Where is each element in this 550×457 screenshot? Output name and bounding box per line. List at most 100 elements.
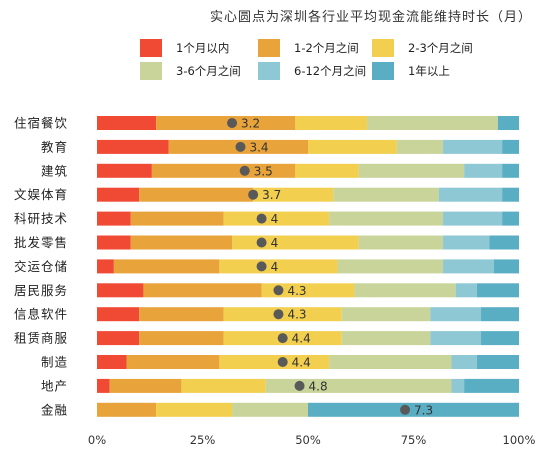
x-tick-label: 0% xyxy=(88,433,106,447)
average-dot xyxy=(256,213,267,224)
bar-segment xyxy=(97,116,157,130)
bar-segment xyxy=(130,211,224,226)
bar-segment xyxy=(443,211,503,226)
average-label: 4.3 xyxy=(287,284,306,298)
legend-label: 6-12个月之间 xyxy=(294,64,367,78)
bar-segment xyxy=(109,378,182,393)
legend-swatch xyxy=(258,62,280,80)
category-label: 信息软件 xyxy=(14,307,68,322)
legend-swatch xyxy=(258,39,280,57)
bar-segment xyxy=(502,163,519,178)
average-dot xyxy=(256,261,267,272)
category-label: 居民服务 xyxy=(14,283,68,298)
bar-segment xyxy=(156,402,233,417)
bar-segment xyxy=(502,187,519,202)
category-label: 租赁商服 xyxy=(14,331,68,346)
bar-segment xyxy=(451,355,477,369)
bar-segment xyxy=(232,402,308,417)
category-label: 批发零售 xyxy=(14,235,68,250)
bar-segment xyxy=(354,283,456,298)
bar-segment xyxy=(502,139,519,154)
average-label: 4 xyxy=(271,236,279,250)
legend-item: 6-12个月之间 xyxy=(258,61,366,81)
average-dot xyxy=(227,118,238,128)
bar-segment xyxy=(455,283,477,298)
bar-segment xyxy=(97,211,131,226)
bar-segment xyxy=(232,235,359,250)
legend-item: 3-6个月之间 xyxy=(140,61,241,81)
bar-segment xyxy=(295,116,368,130)
bar-segment xyxy=(333,187,439,202)
average-dot xyxy=(400,404,411,415)
bar-segment xyxy=(341,307,431,322)
bar-segment xyxy=(261,283,355,298)
average-dot xyxy=(273,309,284,320)
bar-segment xyxy=(481,331,519,346)
average-dot xyxy=(277,333,288,344)
bar-segment xyxy=(130,235,233,250)
bar-segment xyxy=(443,259,494,274)
bar-segment xyxy=(156,116,296,130)
bar-segment xyxy=(329,355,452,369)
bar-segment xyxy=(502,211,519,226)
average-dot xyxy=(294,380,305,391)
legend-label: 1个月以内 xyxy=(176,41,230,55)
bar-segment xyxy=(113,259,220,274)
bar-segment xyxy=(358,163,465,178)
bar-segment xyxy=(151,163,296,178)
bar-segment xyxy=(438,187,503,202)
average-dot xyxy=(256,237,267,248)
legend-swatch xyxy=(372,39,394,57)
bar-segment xyxy=(97,139,169,154)
bar-segment xyxy=(265,378,452,393)
category-label: 制造 xyxy=(41,355,68,370)
average-label: 3.5 xyxy=(254,164,273,178)
bar-segment xyxy=(97,259,114,274)
x-tick-label: 75% xyxy=(401,433,427,447)
bar-segment xyxy=(493,259,519,274)
category-label: 文娱体育 xyxy=(14,187,68,202)
legend-label: 1年以上 xyxy=(408,64,450,78)
bar-segment xyxy=(476,355,519,369)
category-label: 教育 xyxy=(41,139,68,154)
legend-item: 2-3个月之间 xyxy=(372,38,473,58)
category-label: 交运仓储 xyxy=(14,259,68,274)
bar-segment xyxy=(430,307,482,322)
bar-segment xyxy=(97,331,140,346)
bar-segment xyxy=(139,307,224,322)
bar-segment xyxy=(367,116,498,130)
average-label: 3.7 xyxy=(262,188,281,202)
bar-segment xyxy=(481,307,519,322)
bar-segment xyxy=(430,331,482,346)
bar-segment xyxy=(139,187,254,202)
average-label: 3.4 xyxy=(249,140,268,154)
legend-item: 1个月以内 xyxy=(140,38,229,58)
bar-segment xyxy=(443,139,503,154)
bar-segment xyxy=(443,235,490,250)
bar-segment xyxy=(181,378,266,393)
legend-item: 1年以上 xyxy=(372,61,450,81)
average-label: 4.3 xyxy=(287,308,306,322)
average-label: 4 xyxy=(271,212,279,226)
x-tick-label: 100% xyxy=(503,433,536,447)
average-label: 4.4 xyxy=(292,356,311,370)
average-dot xyxy=(273,285,284,296)
category-label: 建筑 xyxy=(41,163,68,178)
legend-item: 1-2个月之间 xyxy=(258,38,359,58)
bar-segment xyxy=(337,259,444,274)
bar-segment xyxy=(143,283,262,298)
bar-segment xyxy=(358,235,444,250)
average-label: 7.3 xyxy=(414,403,433,417)
bar-segment xyxy=(476,283,519,298)
bar-segment xyxy=(97,163,152,178)
legend-label: 2-3个月之间 xyxy=(408,41,473,55)
x-tick-label: 25% xyxy=(190,433,216,447)
average-label: 4.4 xyxy=(292,332,311,346)
average-dot xyxy=(248,189,259,200)
bar-segment xyxy=(219,259,338,274)
bar-segment xyxy=(489,235,519,250)
bar-segment xyxy=(97,283,144,298)
bar-segment xyxy=(97,235,131,250)
average-dot xyxy=(235,141,246,152)
